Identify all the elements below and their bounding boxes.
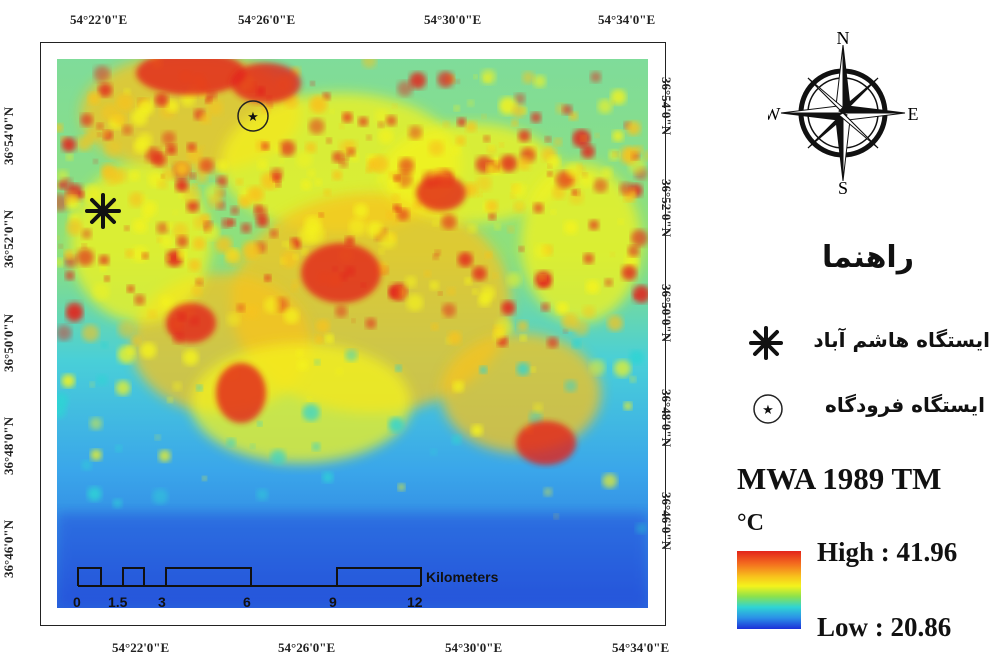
unit-label: °C: [737, 510, 764, 536]
left-tick-1: 36°54'0"N: [0, 107, 16, 165]
scale-bar: [77, 567, 422, 587]
product-title: MWA 1989 TM: [737, 461, 942, 496]
legend-item-airport: ایستگاه فرودگاه: [825, 393, 985, 417]
temperature-raster: ★: [41, 43, 664, 624]
top-tick-3: 54°30'0"E: [424, 12, 482, 27]
left-tick-2: 36°52'0"N: [0, 210, 16, 268]
scale-label-9: 9: [329, 594, 337, 610]
circled-star-icon: ★: [753, 394, 783, 424]
compass-east: E: [908, 104, 919, 124]
hashemabad-station-marker: [85, 193, 121, 229]
right-tick-4: 36°48'0"N: [658, 389, 674, 447]
top-tick-1: 54°22'0"E: [70, 12, 128, 27]
scale-unit-label: Kilometers: [426, 569, 499, 585]
scale-label-12: 12: [407, 594, 423, 610]
scale-label-3: 3: [158, 594, 166, 610]
svg-text:★: ★: [762, 402, 774, 417]
scale-label-0: 0: [73, 594, 81, 610]
left-tick-5: 36°46'0"N: [0, 520, 16, 578]
scale-label-6: 6: [243, 594, 251, 610]
compass-south: S: [838, 178, 848, 198]
top-tick-4: 54°34'0"E: [598, 12, 656, 27]
right-tick-2: 36°52'0"N: [658, 179, 674, 237]
airport-station-marker: ★: [237, 100, 269, 132]
legend-title: راهنما: [822, 240, 914, 275]
right-tick-5: 36°46'0"N: [658, 492, 674, 550]
bottom-tick-2: 54°26'0"E: [278, 640, 336, 655]
legend-item-hashemabad: ایستگاه هاشم آباد: [813, 328, 990, 352]
compass-west: W: [768, 104, 781, 124]
color-ramp: [737, 551, 801, 629]
compass-north: N: [837, 30, 850, 48]
right-tick-1: 36°54'0"N: [658, 77, 674, 135]
left-tick-4: 36°48'0"N: [0, 417, 16, 475]
bottom-tick-4: 54°34'0"E: [612, 640, 670, 655]
left-tick-3: 36°50'0"N: [0, 314, 16, 372]
low-label: Low : 20.86: [817, 612, 952, 642]
svg-text:★: ★: [247, 109, 259, 124]
map-frame: ★ 0 1.5 3 6 9 12 Kilometers: [40, 42, 666, 626]
compass-rose-icon: N S E W: [768, 30, 919, 198]
right-tick-3: 36°50'0"N: [658, 284, 674, 342]
scale-label-1-5: 1.5: [108, 594, 128, 610]
bottom-tick-1: 54°22'0"E: [112, 640, 170, 655]
top-tick-2: 54°26'0"E: [238, 12, 296, 27]
bottom-tick-3: 54°30'0"E: [445, 640, 503, 655]
high-label: High : 41.96: [817, 537, 958, 567]
asterisk-icon: [749, 326, 783, 360]
